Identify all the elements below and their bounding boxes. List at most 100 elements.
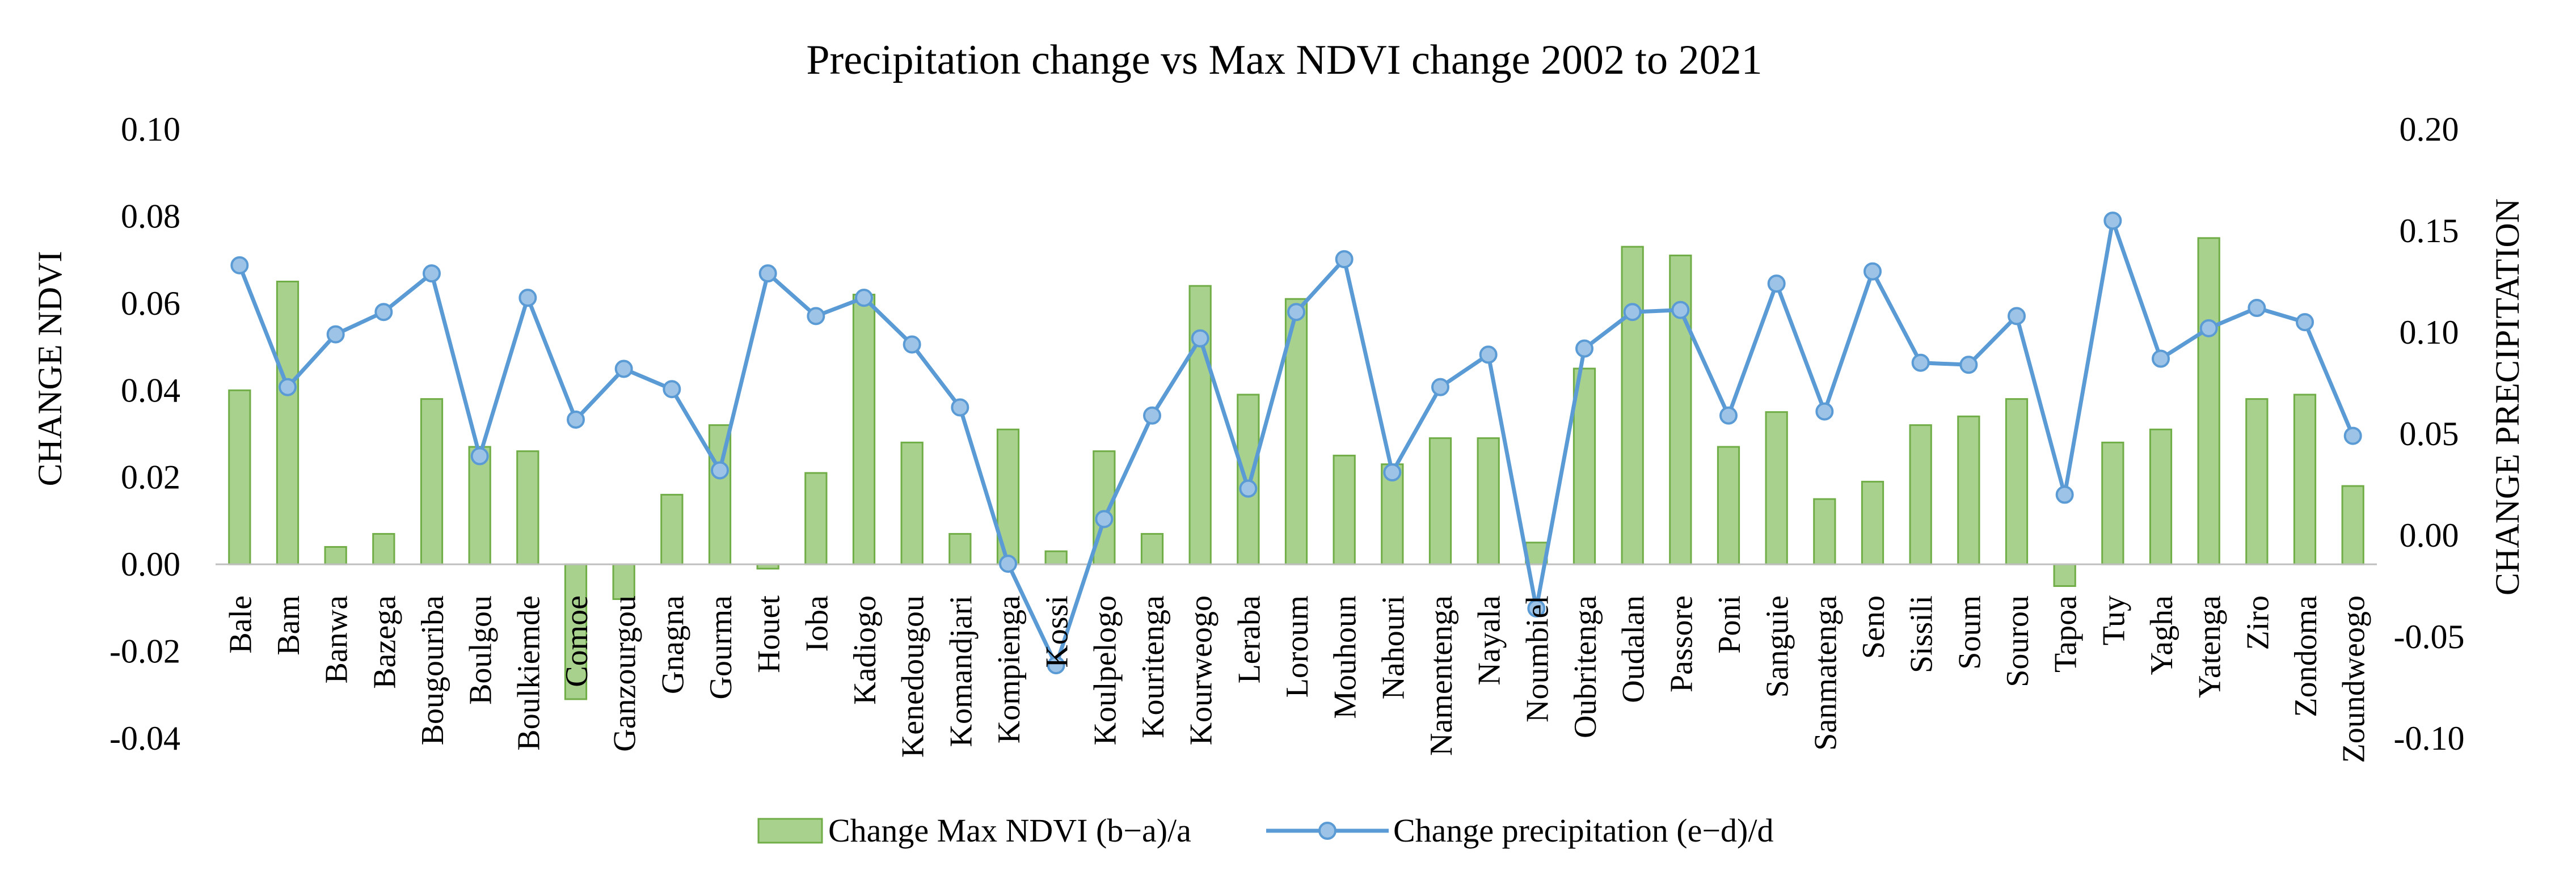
ndvi-bar [228,389,251,565]
category-label: Yagha [2144,595,2179,675]
precipitation-series [230,212,2362,675]
precipitation-point [230,256,249,274]
ndvi-bar [420,398,444,565]
ndvi-bar [2053,563,2076,587]
left-tick-label: 0.06 [121,285,180,322]
ndvi-bar [1477,437,1500,565]
category-label: Loroum [1280,595,1315,697]
precipitation-point [1191,329,1209,348]
precipitation-point [1767,274,1786,293]
precipitation-point [903,335,921,354]
precipitation-point [1911,353,1930,372]
category-label: Bale [223,595,258,654]
category-label: Komandjari [943,595,979,747]
precipitation-point [1671,301,1690,319]
category-label: Kompienga [992,595,1027,743]
precipitation-point [1095,510,1114,529]
ndvi-bar [1333,454,1356,565]
ndvi-bar [1909,424,1932,565]
precipitation-point [614,360,633,378]
precipitation-point [279,378,297,396]
category-label: Kouritenga [1136,595,1171,738]
left-tick-label: 0.10 [121,111,180,148]
left-axis-title: CHANGE NDVI [31,251,69,487]
ndvi-bar [852,294,876,565]
ndvi-bar [1572,367,1596,565]
precipitation-point [951,398,969,417]
left-axis-ticks: 0.10 0.08 0.06 0.04 0.02 0.00 -0.02 -0.04 [109,111,180,757]
precipitation-point [1527,599,1546,618]
category-label: Comoe [559,595,595,687]
right-axis-ticks: 0.20 0.15 0.10 0.05 0.00 -0.05 -0.10 [2394,111,2465,757]
ndvi-bar [2293,394,2317,565]
category-label: Gnagna [655,595,690,694]
right-tick-label: 0.20 [2400,111,2459,148]
precipitation-point [1864,262,1882,281]
ndvi-bar [2197,237,2220,565]
category-label: Kenedougou [896,595,931,758]
ndvi-bar [2245,398,2269,565]
precipitation-point [567,410,585,429]
precipitation-point [1959,356,1978,374]
category-label: Banwa [319,595,355,684]
precipitation-point [2055,485,2074,504]
category-label: Kadiogo [848,595,883,705]
ndvi-bar [612,563,635,601]
category-label: Soum [1952,595,1987,670]
legend-label-ndvi: Change Max NDVI (b−a)/a [828,812,1191,849]
left-tick-label: -0.02 [109,633,180,670]
left-tick-label: 0.04 [121,371,180,409]
precipitation-point [2296,313,2314,332]
ndvi-bar [1140,532,1164,565]
precipitation-point [2008,307,2026,325]
ndvi-bar [276,281,300,565]
precipitation-point [1383,463,1402,482]
category-label: Sanmatenga [1808,595,1843,751]
ndvi-bar [1861,480,1884,565]
category-label: Ioba [799,595,834,652]
precipitation-point [758,264,777,283]
precipitation-point [2152,349,2170,368]
right-tick-label: 0.15 [2400,212,2459,250]
category-label: Boulkiemde [511,595,546,751]
precipitation-point [470,447,489,466]
category-label: Bam [271,595,306,656]
left-tick-label: 0.00 [121,546,180,583]
category-label: Kourweogo [1184,595,1219,745]
precipitation-point [807,307,825,325]
ndvi-bar [1813,498,1836,565]
category-label: Boulgou [463,595,499,705]
precipitation-point [1815,402,1834,421]
precipitation-point [2199,319,2218,337]
left-tick-label: 0.08 [121,197,180,235]
right-tick-label: 0.05 [2400,415,2459,453]
precipitation-point [1239,479,1258,498]
ndvi-bar [948,532,972,565]
left-tick-label: 0.02 [121,459,180,496]
category-label: Kossi [1040,595,1075,668]
right-tick-label: 0.10 [2400,314,2459,351]
ndvi-bar [1237,394,1260,565]
precipitation-point [374,303,393,322]
category-label: Nahouri [1376,595,1411,700]
ndvi-bar [2341,485,2364,565]
ndvi-bar [2149,428,2173,565]
precipitation-point [1479,345,1498,364]
category-label: Houet [752,595,787,673]
precipitation-point [326,325,345,344]
legend-bar-swatch [757,818,823,844]
precipitation-point [855,289,873,307]
legend: Change Max NDVI (b−a)/a Change precipita… [757,812,1773,849]
precipitation-point [1287,303,1305,322]
ndvi-bar [564,563,588,700]
precipitation-point [1335,250,1354,269]
category-label: Leraba [1232,595,1267,684]
category-label: Sourou [2000,595,2035,687]
category-label: Oubritenga [1568,595,1603,738]
precipitation-point [1047,656,1065,675]
right-tick-label: -0.10 [2394,720,2465,757]
category-label: Nayala [1472,595,1507,686]
category-label: Oudalan [1616,595,1651,703]
